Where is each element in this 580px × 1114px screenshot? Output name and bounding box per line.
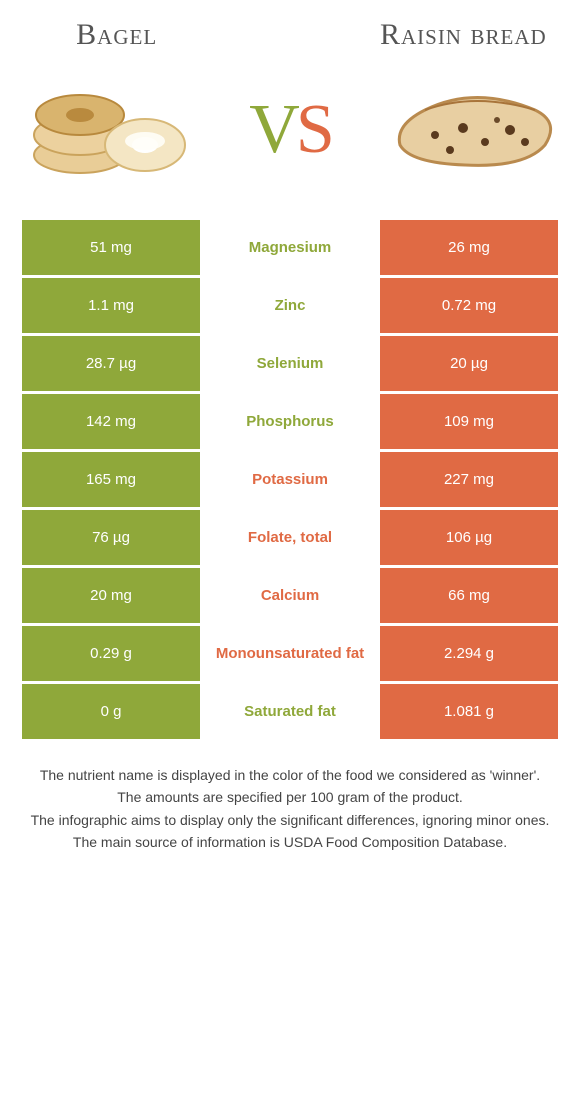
table-row: 28.7 µgSelenium20 µg xyxy=(22,336,558,391)
vs-v: V xyxy=(249,91,296,168)
table-row: 165 mgPotassium227 mg xyxy=(22,452,558,507)
left-value: 0 g xyxy=(22,684,200,739)
nutrient-label: Zinc xyxy=(200,278,380,333)
table-row: 142 mgPhosphorus109 mg xyxy=(22,394,558,449)
right-value: 26 mg xyxy=(380,220,558,275)
footnotes: The nutrient name is displayed in the co… xyxy=(20,765,560,852)
left-value: 165 mg xyxy=(22,452,200,507)
right-value: 227 mg xyxy=(380,452,558,507)
right-value: 0.72 mg xyxy=(380,278,558,333)
vs-label: VS xyxy=(249,90,331,170)
bagel-icon xyxy=(20,70,195,190)
left-value: 142 mg xyxy=(22,394,200,449)
footnote-line: The infographic aims to display only the… xyxy=(20,810,560,830)
right-value: 109 mg xyxy=(380,394,558,449)
left-value: 1.1 mg xyxy=(22,278,200,333)
nutrient-table: 51 mgMagnesium26 mg1.1 mgZinc0.72 mg28.7… xyxy=(22,220,558,739)
left-value: 20 mg xyxy=(22,568,200,623)
footnote-line: The main source of information is USDA F… xyxy=(20,832,560,852)
right-value: 1.081 g xyxy=(380,684,558,739)
raisin-bread-icon xyxy=(385,70,560,190)
nutrient-label: Saturated fat xyxy=(200,684,380,739)
left-value: 51 mg xyxy=(22,220,200,275)
footnote-line: The amounts are specified per 100 gram o… xyxy=(20,787,560,807)
table-row: 51 mgMagnesium26 mg xyxy=(22,220,558,275)
right-food-title: Raisin bread xyxy=(363,18,563,52)
nutrient-label: Phosphorus xyxy=(200,394,380,449)
left-value: 28.7 µg xyxy=(22,336,200,391)
nutrient-label: Monounsaturated fat xyxy=(200,626,380,681)
left-value: 0.29 g xyxy=(22,626,200,681)
table-row: 1.1 mgZinc0.72 mg xyxy=(22,278,558,333)
right-value: 106 µg xyxy=(380,510,558,565)
right-value: 20 µg xyxy=(380,336,558,391)
left-food-title: Bagel xyxy=(17,18,217,52)
table-row: 0 gSaturated fat1.081 g xyxy=(22,684,558,739)
table-row: 76 µgFolate, total106 µg xyxy=(22,510,558,565)
right-value: 66 mg xyxy=(380,568,558,623)
nutrient-label: Folate, total xyxy=(200,510,380,565)
footnote-line: The nutrient name is displayed in the co… xyxy=(20,765,560,785)
nutrient-label: Calcium xyxy=(200,568,380,623)
nutrient-label: Magnesium xyxy=(200,220,380,275)
vs-s: S xyxy=(296,91,331,168)
left-value: 76 µg xyxy=(22,510,200,565)
header-row: Bagel Raisin bread xyxy=(0,0,580,60)
image-row: VS xyxy=(0,60,580,220)
table-row: 0.29 gMonounsaturated fat2.294 g xyxy=(22,626,558,681)
nutrient-label: Selenium xyxy=(200,336,380,391)
nutrient-label: Potassium xyxy=(200,452,380,507)
table-row: 20 mgCalcium66 mg xyxy=(22,568,558,623)
right-value: 2.294 g xyxy=(380,626,558,681)
